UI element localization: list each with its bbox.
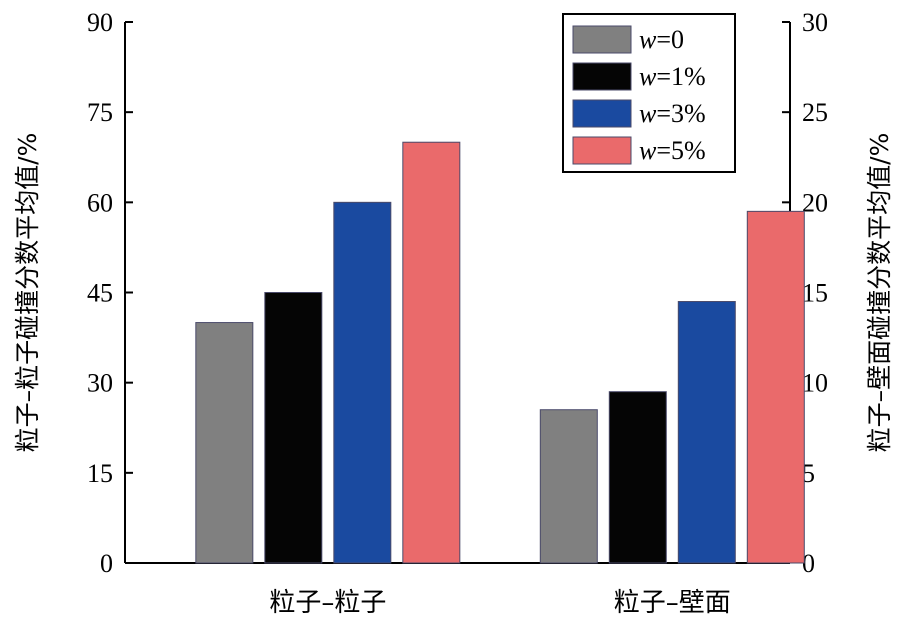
bar-particle-wall-series-1 bbox=[608, 391, 667, 564]
y-right-tick-label: 15 bbox=[802, 279, 828, 308]
legend-item-label: w=5% bbox=[639, 136, 706, 165]
bar-particle-wall-series-0 bbox=[539, 409, 598, 564]
y-right-tick-label: 10 bbox=[802, 369, 828, 398]
y-right-tick-label: 25 bbox=[802, 98, 828, 127]
bar-particle-particle-series-0 bbox=[195, 322, 254, 564]
legend-swatch bbox=[572, 99, 632, 128]
y-axis-right-title: 粒子–壁面碰撞分数平均值/% bbox=[865, 133, 894, 453]
legend-item-label: w=1% bbox=[639, 62, 706, 91]
x-category-label: 粒子–壁面 bbox=[614, 588, 731, 618]
legend-swatch bbox=[572, 62, 632, 91]
legend-variable: w bbox=[639, 136, 657, 165]
y-left-tick-label: 60 bbox=[87, 188, 113, 217]
x-category-label: 粒子–粒子 bbox=[269, 588, 386, 618]
legend: w=0w=1%w=3%w=5% bbox=[562, 13, 736, 173]
legend-item-label: w=0 bbox=[639, 25, 684, 54]
legend-variable: w bbox=[639, 99, 657, 128]
legend-value: =5% bbox=[656, 136, 705, 165]
y-left-tick-label: 90 bbox=[87, 8, 113, 37]
y-left-tick-label: 75 bbox=[87, 98, 113, 127]
bar-particle-particle-series-1 bbox=[264, 292, 323, 564]
legend-variable: w bbox=[639, 25, 657, 54]
legend-value: =1% bbox=[656, 62, 705, 91]
y-left-tick-label: 45 bbox=[87, 279, 113, 308]
legend-item-label: w=3% bbox=[639, 99, 706, 128]
y-left-tick-label: 30 bbox=[87, 369, 113, 398]
y-right-tick-label: 5 bbox=[802, 459, 815, 488]
y-right-tick-label: 30 bbox=[802, 8, 828, 37]
y-right-tick-label: 0 bbox=[802, 549, 815, 578]
y-axis-left-title: 粒子–粒子碰撞分数平均值/% bbox=[13, 133, 42, 453]
legend-variable: w bbox=[639, 62, 657, 91]
y-left-tick-label: 0 bbox=[100, 549, 113, 578]
legend-swatch bbox=[572, 25, 632, 54]
y-right-tick-label: 20 bbox=[802, 188, 828, 217]
bar-particle-particle-series-2 bbox=[333, 201, 392, 564]
legend-value: =0 bbox=[656, 25, 684, 54]
legend-value: =3% bbox=[656, 99, 705, 128]
legend-swatch bbox=[572, 136, 632, 165]
bar-particle-wall-series-2 bbox=[677, 301, 736, 564]
bar-particle-particle-series-3 bbox=[402, 141, 461, 564]
y-left-tick-label: 15 bbox=[87, 459, 113, 488]
bar-particle-wall-series-3 bbox=[746, 210, 805, 564]
